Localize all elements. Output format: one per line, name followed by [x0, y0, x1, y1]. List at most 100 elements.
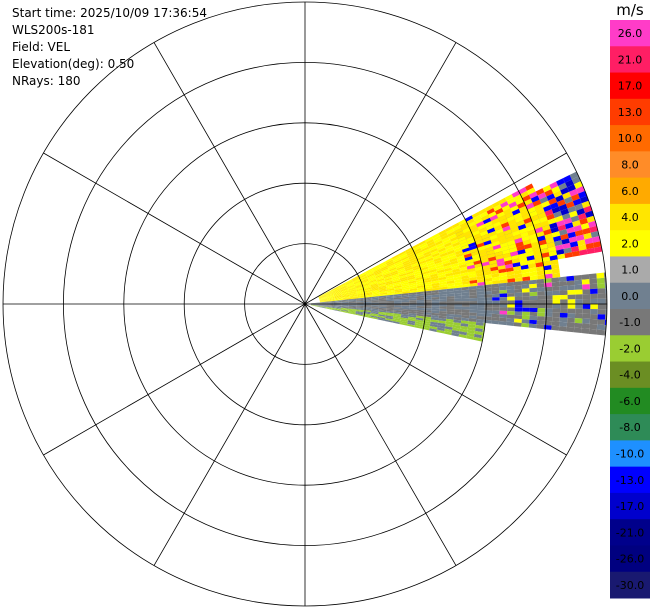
- sector-cell: [462, 295, 470, 298]
- sector-cell: [590, 299, 598, 304]
- sector-cell: [447, 309, 455, 312]
- sector-cell: [499, 290, 507, 294]
- sector-cell: [590, 294, 598, 299]
- sector-cell: [551, 277, 559, 282]
- sector-cell: [432, 299, 440, 301]
- sector-cell: [507, 308, 515, 312]
- sector-cell: [454, 299, 462, 302]
- colorbar-tick-label: -13.0: [616, 474, 644, 487]
- sector-cell: [507, 318, 515, 322]
- sector-cell: [514, 315, 522, 319]
- sector-cell: [537, 308, 545, 312]
- sector-cell: [454, 301, 462, 304]
- sector-cell: [522, 292, 530, 296]
- sector-cell: [522, 296, 530, 300]
- sector-cell: [575, 289, 583, 294]
- sector-cell: [439, 306, 447, 309]
- sector-cell: [590, 284, 598, 289]
- sector-cell: [462, 307, 470, 310]
- sector-cell: [492, 294, 500, 298]
- sector-cell: [500, 293, 508, 297]
- sector-cell: [559, 322, 567, 327]
- radial-spoke: [305, 304, 456, 566]
- sector-cell: [582, 314, 590, 319]
- colorbar-tick-label: -8.0: [619, 421, 640, 434]
- sector-cell: [583, 304, 591, 309]
- sector-cell: [529, 320, 537, 325]
- sector-cell: [559, 326, 567, 331]
- sector-cell: [581, 274, 589, 280]
- sector-cell: [552, 317, 560, 322]
- sector-cell: [574, 328, 582, 333]
- sector-cell: [552, 291, 560, 296]
- sector-cell: [589, 324, 597, 330]
- sector-cell: [499, 318, 507, 322]
- radial-spoke: [154, 42, 305, 304]
- colorbar-tick-label: 13.0: [618, 106, 643, 119]
- sector-cell: [492, 290, 500, 294]
- sector-cell: [537, 287, 545, 292]
- polar-grid: [3, 2, 607, 606]
- sector-cell: [439, 297, 447, 300]
- sector-cell: [537, 283, 545, 288]
- sector-cell: [454, 307, 462, 310]
- sector-cell: [582, 319, 590, 324]
- sector-cell: [454, 304, 462, 307]
- sector-cell: [506, 322, 514, 326]
- sector-cell: [590, 309, 598, 314]
- sector-cell: [537, 312, 545, 316]
- sector-cell: [515, 296, 523, 300]
- sector-cell: [470, 304, 478, 307]
- sector-cell: [492, 304, 500, 307]
- sector-cell: [582, 279, 590, 284]
- sector-cell: [552, 286, 560, 291]
- sector-cell: [537, 296, 545, 300]
- sector-cell: [582, 284, 590, 289]
- sector-cell: [596, 330, 604, 336]
- radial-spoke: [154, 304, 305, 566]
- sector-cell: [589, 329, 597, 335]
- colorbar-tick-label: -21.0: [616, 526, 644, 539]
- sector-cell: [462, 298, 470, 301]
- sector-cell: [514, 322, 522, 326]
- sector-cell: [447, 306, 455, 309]
- sector-cell: [514, 281, 522, 285]
- sector-cell: [529, 284, 537, 289]
- sector-cell: [575, 294, 583, 299]
- sector-cell: [500, 307, 508, 311]
- colorbar-tick-label: 1.0: [621, 264, 639, 277]
- sector-cell: [567, 322, 575, 327]
- sector-cell: [469, 307, 477, 310]
- sector-cell: [500, 311, 508, 315]
- sector-cell: [507, 286, 515, 290]
- sector-cell: [568, 299, 576, 304]
- sector-cell: [462, 304, 470, 307]
- sector-cell: [492, 297, 500, 301]
- sector-cell: [507, 304, 515, 308]
- sector-cell: [590, 304, 598, 309]
- sector-cell: [583, 294, 591, 299]
- sector-cell: [477, 313, 485, 317]
- sector-cell: [582, 289, 590, 294]
- sector-cell: [492, 307, 500, 311]
- sector-cell: [596, 273, 604, 279]
- sector-cell: [379, 301, 387, 303]
- sector-cell: [522, 312, 530, 316]
- radial-spoke: [43, 153, 305, 304]
- colorbar-tick-label: -30.0: [616, 579, 644, 592]
- colorbar-tick-label: -17.0: [616, 500, 644, 513]
- sector-cell: [499, 321, 507, 325]
- sector-cell: [469, 298, 477, 301]
- sector-cell: [462, 309, 470, 312]
- sector-cell: [530, 312, 538, 316]
- sector-cell: [529, 288, 537, 292]
- sector-cell: [538, 304, 546, 308]
- sector-cell: [514, 289, 522, 293]
- sector-cell: [470, 301, 478, 304]
- sector-cell: [492, 311, 500, 315]
- sector-cell: [597, 319, 605, 325]
- sector-cell: [521, 323, 529, 328]
- sector-cell: [583, 309, 591, 314]
- sector-cell: [515, 300, 523, 304]
